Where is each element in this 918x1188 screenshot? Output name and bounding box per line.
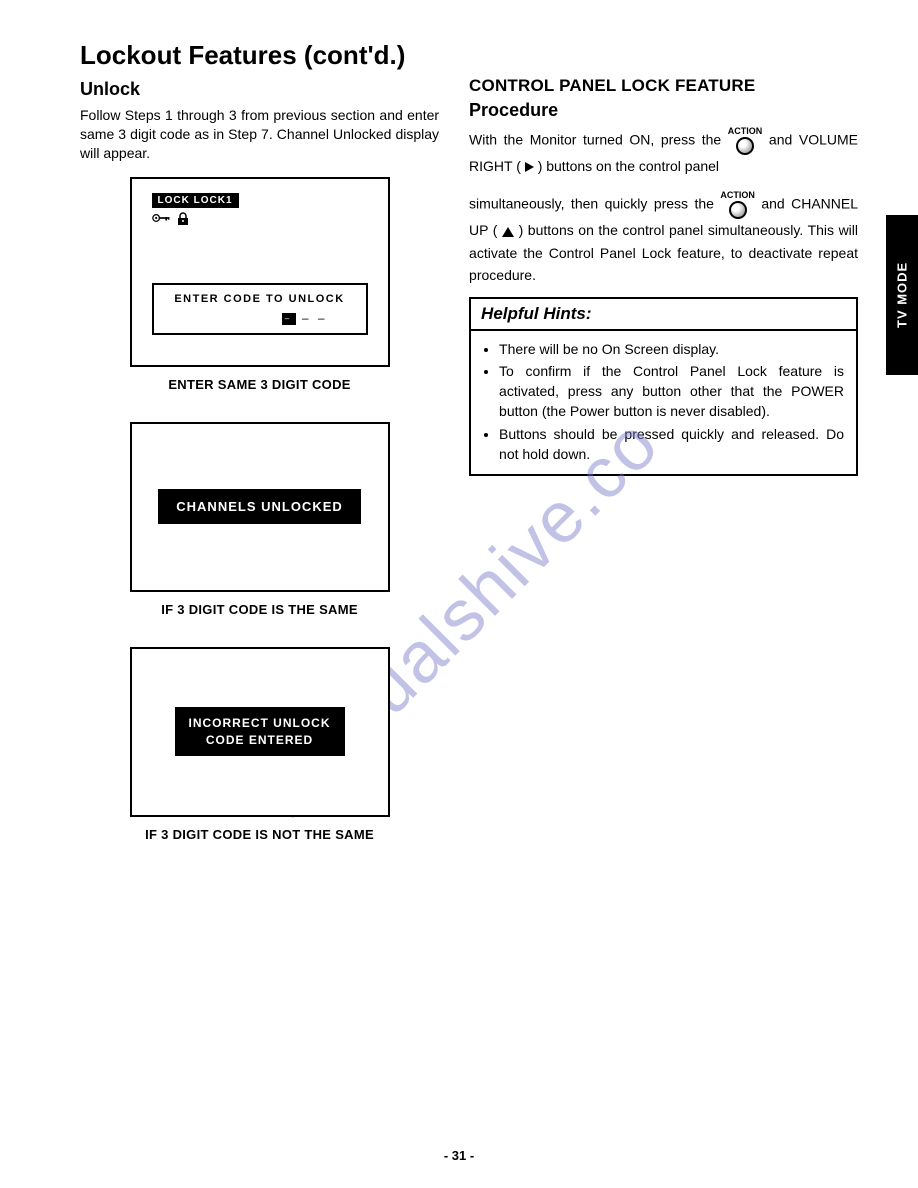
screen-enter-code: LOCK LOCK1 ENTER CODE TO UNLOCK – – – xyxy=(130,177,390,367)
side-tab-tv-mode: TV MODE xyxy=(886,215,918,375)
caption-same: IF 3 DIGIT CODE IS THE SAME xyxy=(80,602,439,617)
p2-a: simultaneously, then quickly press the xyxy=(469,196,714,212)
p2-c: ) buttons on the control panel simultane… xyxy=(469,222,858,283)
banner-incorrect: INCORRECT UNLOCK CODE ENTERED xyxy=(175,707,345,757)
screen-incorrect: INCORRECT UNLOCK CODE ENTERED xyxy=(130,647,390,817)
triangle-right-icon xyxy=(525,162,534,172)
procedure-para1: With the Monitor turned ON, press the AC… xyxy=(469,127,858,177)
hint-item-2: To confirm if the Control Panel Lock fea… xyxy=(499,361,844,422)
key-icon xyxy=(152,212,172,224)
lock-label: LOCK LOCK1 xyxy=(152,193,239,208)
left-column: Unlock Follow Steps 1 through 3 from pre… xyxy=(80,79,439,872)
unlock-body-text: Follow Steps 1 through 3 from previous s… xyxy=(80,106,439,163)
procedure-heading: Procedure xyxy=(469,100,858,121)
control-panel-heading: CONTROL PANEL LOCK FEATURE xyxy=(469,76,858,96)
incorrect-line2: CODE ENTERED xyxy=(206,733,313,747)
hints-list: There will be no On Screen display. To c… xyxy=(471,331,856,475)
caption-enter-code: ENTER SAME 3 DIGIT CODE xyxy=(80,377,439,392)
action-button-icon: ACTION xyxy=(728,127,763,155)
unlock-heading: Unlock xyxy=(80,79,439,100)
code-dashes: – – – xyxy=(162,311,358,325)
hints-title: Helpful Hints: xyxy=(471,299,856,331)
action-circle-icon-2 xyxy=(729,201,747,219)
procedure-para2: simultaneously, then quickly press the A… xyxy=(469,191,858,286)
page-number: - 31 - xyxy=(444,1148,474,1163)
hint-item-1: There will be no On Screen display. xyxy=(499,339,844,359)
lock-icons xyxy=(152,212,239,226)
p1-a: With the Monitor turned ON, press the xyxy=(469,132,721,148)
screen-unlocked: CHANNELS UNLOCKED xyxy=(130,422,390,592)
incorrect-line1: INCORRECT UNLOCK xyxy=(189,716,331,730)
banner-unlocked: CHANNELS UNLOCKED xyxy=(158,489,361,524)
enter-code-text: ENTER CODE TO UNLOCK xyxy=(162,293,358,305)
lock-icon xyxy=(176,212,190,226)
page-title: Lockout Features (cont'd.) xyxy=(80,40,858,71)
action-button-icon-2: ACTION xyxy=(720,191,755,219)
action-label-1: ACTION xyxy=(728,126,763,136)
action-circle-icon xyxy=(736,137,754,155)
content-columns: Unlock Follow Steps 1 through 3 from pre… xyxy=(80,79,858,872)
hint-item-3: Buttons should be pressed quickly and re… xyxy=(499,424,844,465)
hints-box: Helpful Hints: There will be no On Scree… xyxy=(469,297,858,477)
lock-header: LOCK LOCK1 xyxy=(152,193,239,226)
caption-not-same: IF 3 DIGIT CODE IS NOT THE SAME xyxy=(80,827,439,842)
right-column: CONTROL PANEL LOCK FEATURE Procedure Wit… xyxy=(469,79,858,872)
enter-code-box: ENTER CODE TO UNLOCK – – – xyxy=(152,283,368,335)
p1-c: ) buttons on the control panel xyxy=(538,158,719,174)
action-label-2: ACTION xyxy=(720,190,755,200)
triangle-up-icon xyxy=(502,227,514,237)
